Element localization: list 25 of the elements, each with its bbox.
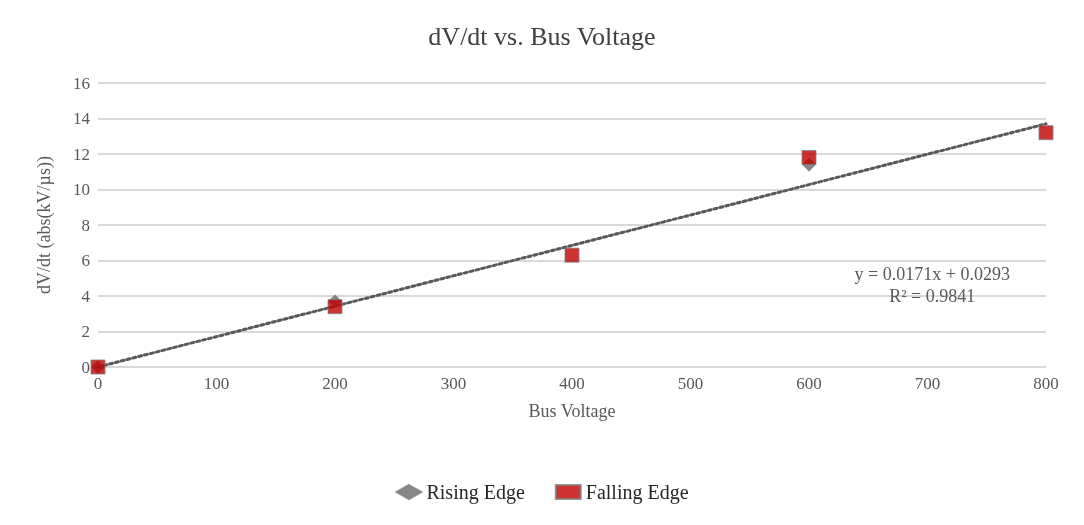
y-tick-label: 0 (81, 357, 90, 377)
legend-label: Falling Edge (585, 481, 689, 504)
x-tick-label: 800 (1033, 374, 1059, 393)
y-tick-label: 16 (73, 73, 90, 93)
x-tick-label: 500 (677, 374, 704, 393)
x-tick-label: 400 (559, 374, 585, 393)
x-tick-label: 0 (93, 374, 103, 393)
y-tick-label: 14 (73, 109, 91, 128)
x-tick-label: 100 (203, 374, 230, 393)
y-tick-label: 8 (81, 215, 90, 235)
x-tick-label: 700 (914, 374, 941, 393)
legend-label: Rising Edge (426, 481, 525, 504)
y-tick-label: 6 (81, 251, 90, 270)
x-axis-title: Bus Voltage (528, 401, 616, 421)
annotation: y = 0.0171x + 0.0293 (854, 263, 1010, 284)
y-tick-label: 4 (81, 286, 91, 306)
x-tick-label: 300 (440, 374, 467, 393)
y-axis-title: dV/dt (abs(kV/µs)) (34, 156, 55, 294)
x-tick-label: 600 (796, 374, 822, 393)
chart-title: dV/dt vs. Bus Voltage (428, 21, 656, 51)
y-tick-label: 2 (81, 322, 90, 341)
y-tick-label: 12 (73, 144, 90, 164)
annotation: R² = 0.9841 (889, 285, 976, 306)
x-tick-label: 200 (322, 374, 348, 393)
y-tick-label: 10 (73, 180, 90, 199)
